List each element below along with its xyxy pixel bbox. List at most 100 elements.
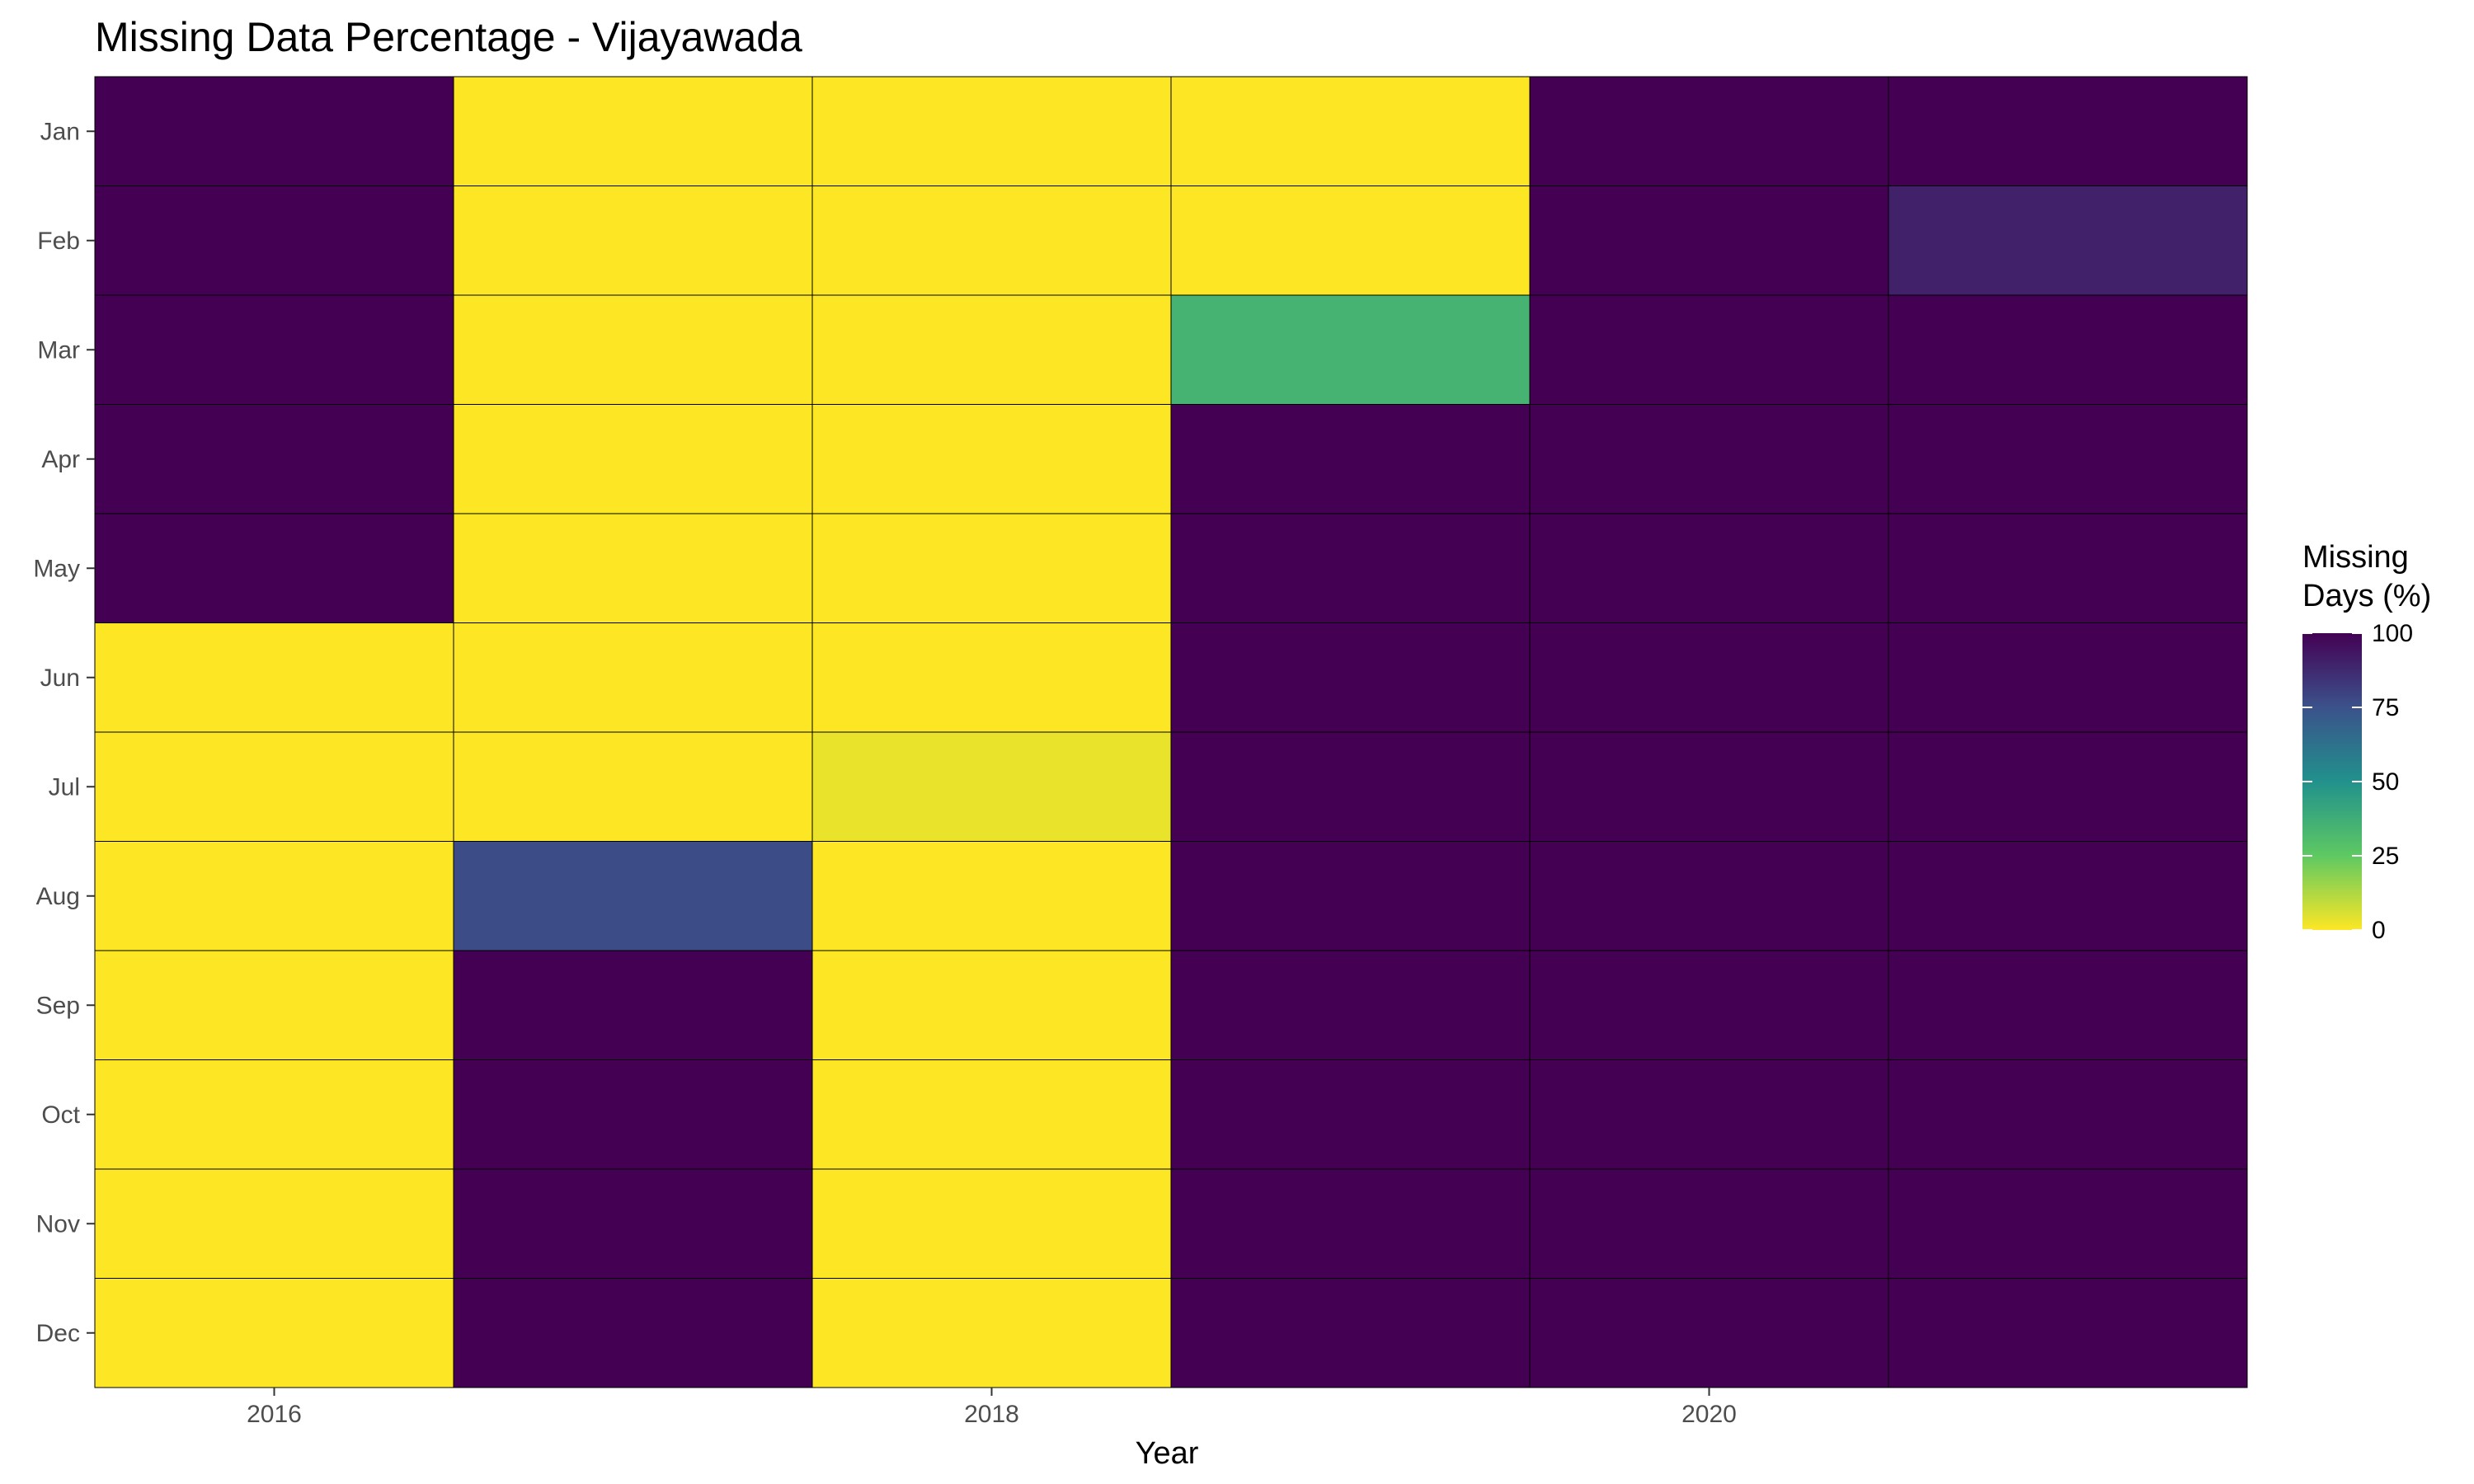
heatmap-cell-oct-2020: [1529, 1059, 1889, 1170]
y-tick-label: Jan: [40, 118, 80, 145]
heatmap-cell-jul-2017: [453, 731, 813, 842]
heatmap-cell-jan-2016: [94, 76, 454, 186]
heatmap-cell-jun-2021: [1888, 622, 2248, 733]
heatmap-cell-sep-2021: [1888, 950, 2248, 1060]
heatmap-cell-nov-2020: [1529, 1168, 1889, 1279]
heatmap-cell-mar-2021: [1888, 294, 2248, 405]
heatmap-cell-mar-2017: [453, 294, 813, 405]
heatmap-cell-aug-2016: [94, 841, 454, 951]
legend-tick-label: 50: [2372, 768, 2399, 796]
x-axis-title: Year: [1136, 1436, 1199, 1471]
legend-ticks: 0 25 50 75 100: [2302, 620, 2413, 944]
y-tick-label: Oct: [41, 1101, 80, 1129]
heatmap-cell-apr-2021: [1888, 404, 2248, 514]
heatmap-cell-jun-2020: [1529, 622, 1889, 733]
heatmap-cell-nov-2016: [94, 1168, 454, 1279]
y-tick-label: Dec: [36, 1320, 80, 1347]
heatmap-cell-jan-2020: [1529, 76, 1889, 186]
heatmap-cell-sep-2020: [1529, 950, 1889, 1060]
heatmap-cell-nov-2019: [1170, 1168, 1531, 1279]
heatmap-cell-sep-2017: [453, 950, 813, 1060]
heatmap-cell-dec-2017: [453, 1278, 813, 1388]
heatmap-cell-apr-2020: [1529, 404, 1889, 514]
heatmap-cell-jan-2018: [811, 76, 1172, 186]
heatmap-cell-feb-2019: [1170, 186, 1531, 296]
heatmap-cell-feb-2017: [453, 186, 813, 296]
heatmap-cell-aug-2017: [453, 841, 813, 951]
heatmap-cell-aug-2018: [811, 841, 1172, 951]
heatmap-cell-jan-2019: [1170, 76, 1531, 186]
heatmap-cell-may-2017: [453, 513, 813, 623]
heatmap-cell-may-2016: [94, 513, 454, 623]
heatmap-cell-dec-2019: [1170, 1278, 1531, 1388]
heatmap-cell-jun-2019: [1170, 622, 1531, 733]
heatmap-cell-sep-2019: [1170, 950, 1531, 1060]
y-tick-label: May: [33, 555, 80, 582]
heatmap-cell-jan-2021: [1888, 76, 2248, 186]
legend-tick-label: 0: [2372, 917, 2386, 944]
legend-title-line-1: Missing: [2302, 540, 2409, 575]
legend-title-line-2: Days (%): [2302, 579, 2431, 613]
heatmap-cell-oct-2021: [1888, 1059, 2248, 1170]
y-tick-label: Jul: [49, 773, 80, 801]
y-tick-label: Aug: [36, 883, 80, 910]
heatmap-cell-may-2020: [1529, 513, 1889, 623]
heatmap-cell-oct-2016: [94, 1059, 454, 1170]
heatmap-cell-may-2018: [811, 513, 1172, 623]
heatmap-cell-nov-2018: [811, 1168, 1172, 1279]
heatmap-cell-jun-2017: [453, 622, 813, 733]
x-tick-label: 2016: [247, 1401, 302, 1428]
heatmap-cell-mar-2018: [811, 294, 1172, 405]
chart-title: Missing Data Percentage - Vijayawada: [95, 14, 802, 60]
x-tick-label: 2020: [1681, 1401, 1737, 1428]
y-tick-label: Nov: [36, 1210, 80, 1237]
heatmap-cell-feb-2018: [811, 186, 1172, 296]
heatmap-cell-mar-2016: [94, 294, 454, 405]
y-tick-label: Feb: [37, 228, 80, 255]
y-axis: Jan Feb Mar Apr May Jun Jul Aug Sep Oct Nov Dec: [33, 118, 95, 1347]
heatmap-cell-jun-2018: [811, 622, 1172, 733]
legend-tick-label: 25: [2372, 843, 2399, 870]
heatmap-cell-nov-2021: [1888, 1168, 2248, 1279]
x-tick-label: 2018: [964, 1401, 1019, 1428]
y-tick-label: Mar: [37, 336, 80, 364]
heatmap-cell-oct-2018: [811, 1059, 1172, 1170]
heatmap-cell-mar-2019: [1170, 294, 1531, 405]
y-tick-label: Jun: [40, 665, 80, 692]
heatmap-cell-dec-2020: [1529, 1278, 1889, 1388]
heatmap-cell-aug-2021: [1888, 841, 2248, 951]
heatmap-cell-apr-2019: [1170, 404, 1531, 514]
heatmap-cell-nov-2017: [453, 1168, 813, 1279]
heatmap-cell-feb-2016: [94, 186, 454, 296]
heatmap-cell-mar-2020: [1529, 294, 1889, 405]
y-tick-label: Apr: [41, 446, 80, 473]
heatmap-cell-apr-2016: [94, 404, 454, 514]
heatmap-cell-jul-2016: [94, 731, 454, 842]
heatmap-cell-jul-2021: [1888, 731, 2248, 842]
heatmap-cell-feb-2021: [1888, 186, 2248, 296]
heatmap-cell-dec-2018: [811, 1278, 1172, 1388]
color-legend: Missing Days (%) 0 25 50 75 100: [2302, 540, 2431, 944]
heatmap-cell-apr-2018: [811, 404, 1172, 514]
heatmap-cell-sep-2018: [811, 950, 1172, 1060]
x-axis: 2016 2018 2020: [247, 1388, 1737, 1428]
heatmap-cell-feb-2020: [1529, 186, 1889, 296]
heatmap-cell-dec-2021: [1888, 1278, 2248, 1388]
heatmap-cell-jul-2018: [811, 731, 1172, 842]
y-tick-label: Sep: [36, 992, 80, 1019]
heatmap-cell-aug-2020: [1529, 841, 1889, 951]
heatmap-cell-may-2021: [1888, 513, 2248, 623]
heatmap-cell-dec-2016: [94, 1278, 454, 1388]
heatmap-cells: [94, 76, 2248, 1388]
legend-tick-label: 100: [2372, 620, 2413, 647]
heatmap-cell-aug-2019: [1170, 841, 1531, 951]
heatmap-cell-jul-2019: [1170, 731, 1531, 842]
heatmap-cell-jul-2020: [1529, 731, 1889, 842]
heatmap-cell-may-2019: [1170, 513, 1531, 623]
heatmap-cell-apr-2017: [453, 404, 813, 514]
heatmap-cell-sep-2016: [94, 950, 454, 1060]
heatmap-cell-jan-2017: [453, 76, 813, 186]
heatmap-cell-oct-2017: [453, 1059, 813, 1170]
